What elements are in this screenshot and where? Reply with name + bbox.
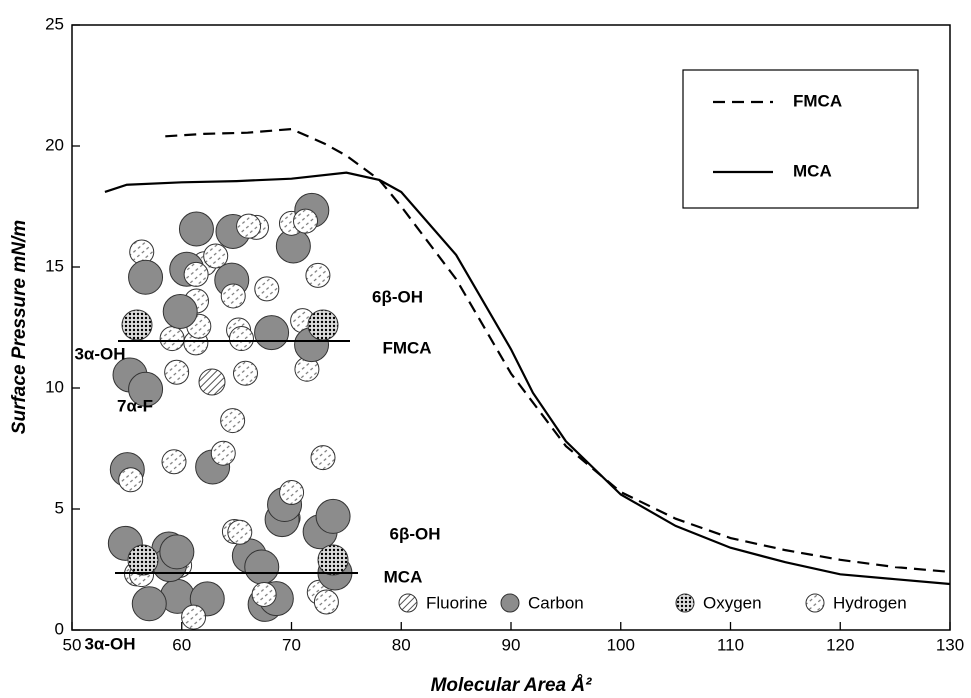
atom [310,445,336,471]
y-axis-title: Surface Pressure mN/m [9,220,30,434]
atom [162,294,198,330]
oxygen-atom [317,544,349,576]
atom [315,498,351,534]
atom [203,243,229,269]
atom-legend-label: Carbon [528,593,584,612]
atom [128,371,164,407]
x-tick-label: 130 [936,635,964,654]
atom [159,326,185,352]
atom-legend-label: Fluorine [426,593,487,612]
x-tick-label: 80 [392,635,411,654]
atom [293,208,319,234]
atom [210,440,236,466]
annotation: MCA [384,567,423,586]
atom [305,262,331,288]
atom-legend-label: Oxygen [703,593,762,612]
y-tick-label: 15 [45,256,64,275]
atom [313,589,339,615]
x-tick-label: 90 [502,635,521,654]
y-tick-label: 5 [55,498,64,517]
atom [161,449,187,475]
atom [254,276,280,302]
atom [251,581,277,607]
legend-label: FMCA [793,91,842,110]
x-tick-label: 120 [826,635,854,654]
x-tick-label: 70 [282,635,301,654]
series-line [165,127,951,574]
oxygen-atom [127,544,159,576]
y-tick-label: 10 [45,377,64,396]
y-tick-label: 20 [45,135,64,154]
atom [183,261,209,287]
x-tick-label: 50 [63,635,82,654]
y-tick-label: 0 [55,619,64,638]
atom-legend-icon [398,593,418,613]
annotation: 3α-OH [74,344,125,363]
x-tick-label: 100 [607,635,635,654]
annotation: FMCA [382,338,431,357]
legend-label: MCA [793,161,832,180]
oxygen-atom [121,309,153,341]
atom [232,360,258,386]
atom [181,604,207,630]
x-axis-title: Molecular Area Å² [431,675,593,696]
oxygen-atom [307,309,339,341]
annotation: 6β-OH [372,287,423,306]
atom [118,467,144,493]
atom [131,586,167,622]
y-tick-label: 25 [45,14,64,33]
atom [220,408,246,434]
atom [244,549,280,585]
atom [220,283,246,309]
series-line [104,171,951,586]
annotation: 3α-OH [84,634,135,653]
x-tick-label: 60 [172,635,191,654]
atom [279,479,305,505]
atom-legend-icon [500,593,520,613]
molecule-illustrations [107,192,358,630]
annotation: 7α-F [117,396,153,415]
atom [227,519,253,545]
atom [236,213,262,239]
fluorine-atom [198,368,226,396]
atom [254,315,290,351]
x-tick-label: 110 [717,635,744,654]
atom [128,259,164,295]
atom [178,211,214,247]
annotation: 6β-OH [390,524,441,543]
atom [164,359,190,385]
atom [159,534,195,570]
atom [228,326,254,352]
legend-box [682,69,919,209]
atom-legend-label: Hydrogen [833,593,907,612]
atom-legend-icon [675,593,695,613]
atom-legend-icon [805,593,825,613]
